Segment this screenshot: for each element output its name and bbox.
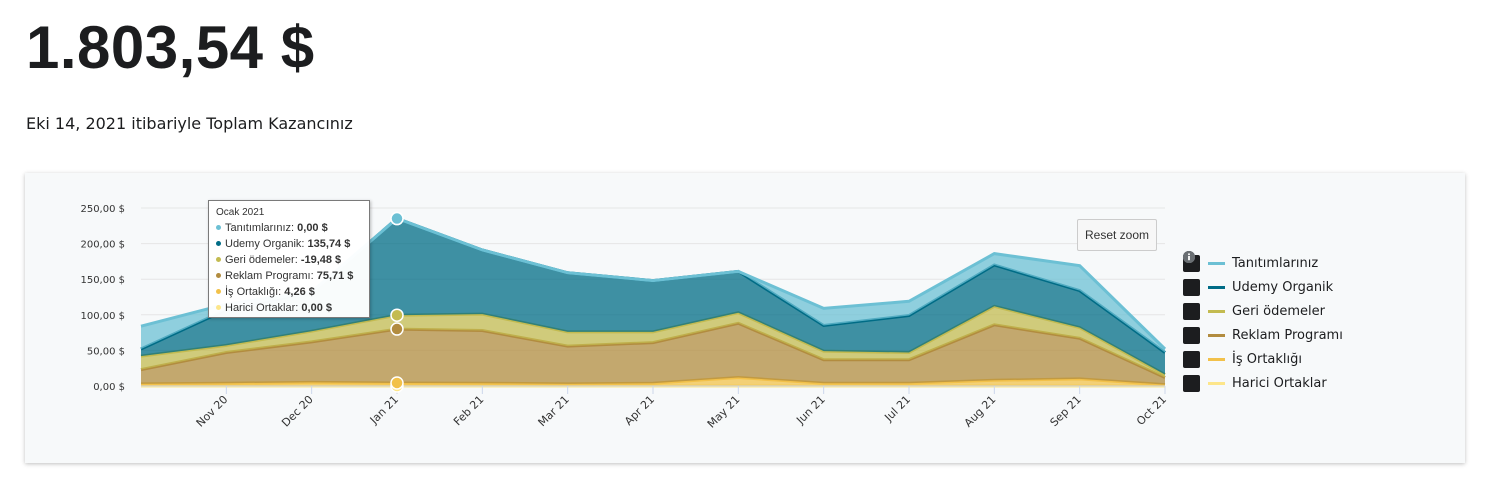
series-dot-icon — [216, 288, 221, 294]
x-tick-label: Jul 21 — [881, 393, 913, 425]
legend-item[interactable]: Reklam Programı — [1183, 251, 1349, 347]
tooltip-title: Ocak 2021 — [216, 207, 265, 218]
hover-marker — [390, 211, 404, 226]
area-udemy-organik[interactable] — [141, 218, 1165, 375]
reset-zoom-button[interactable]: Reset zoom — [1077, 219, 1157, 251]
x-tick-label: Jan 21 — [367, 393, 401, 427]
tooltip-row: Udemy Organik: 135,74 $ — [216, 236, 369, 252]
series-dot-icon — [216, 256, 221, 262]
legend-label: Harici Ortaklar — [1232, 375, 1327, 391]
x-tick-label: Dec 20 — [279, 393, 316, 430]
legend-item[interactable]: Tanıtımlarınız — [1183, 251, 1349, 275]
x-tick-label: May 21 — [705, 393, 743, 431]
tooltip-row: Tanıtımlarınız: 0,00 $ — [216, 220, 369, 236]
series-dot-icon — [216, 240, 221, 246]
series-dot-icon — [216, 304, 221, 310]
checkbox-checked-icon[interactable] — [1183, 252, 1200, 368]
chart-card: 0,00 $ 50,00 $ 100,00 $ 150,00 $ 200,00 $ 250… — [25, 173, 1465, 463]
legend-swatch — [1208, 333, 1225, 337]
legend-item[interactable]: Harici Ortaklar — [1183, 251, 1349, 395]
series-dot-icon — [216, 224, 221, 230]
x-tick-label: Nov 20 — [194, 393, 231, 430]
tooltip-row: İş Ortaklığı: 4,26 $ — [216, 284, 369, 300]
x-tick-label: Apr 21 — [622, 393, 657, 428]
x-tick-label: Sep 21 — [1048, 393, 1084, 429]
tooltip-row: Reklam Programı: 75,71 $ — [216, 268, 369, 284]
legend-swatch — [1208, 261, 1225, 265]
y-tick-label: 50,00 $ — [87, 346, 125, 357]
x-tick-label: Jun 21 — [793, 393, 827, 427]
chart-legend: Tanıtımlarınız Udemy Organik Geri ödemeler… — [1183, 251, 1349, 395]
y-tick-label: 0,00 $ — [93, 382, 125, 393]
y-tick-label: 100,00 $ — [80, 311, 125, 322]
total-earnings: 1.803,54 $ — [26, 14, 315, 81]
x-tick-label: Mar 21 — [536, 393, 572, 429]
legend-item[interactable]: Geri ödemeler — [1183, 251, 1349, 323]
earnings-subtitle: Eki 14, 2021 itibariyle Toplam Kazancını… — [26, 114, 353, 133]
checkbox-checked-icon[interactable] — [1183, 252, 1200, 344]
legend-item[interactable]: İş Ortaklığı — [1183, 251, 1349, 371]
hover-marker — [390, 376, 404, 390]
x-tick-label: Oct 21 — [1134, 393, 1169, 428]
checkbox-checked-icon[interactable] — [1183, 252, 1200, 392]
legend-label: Udemy Organik — [1232, 279, 1334, 295]
y-tick-label: 200,00 $ — [80, 240, 125, 251]
tooltip-row: Geri ödemeler: -19,48 $ — [216, 252, 369, 268]
y-tick-label: 250,00 $ — [80, 204, 125, 215]
checkbox-checked-icon[interactable] — [1183, 252, 1200, 320]
legend-swatch — [1208, 285, 1225, 289]
legend-label: İş Ortaklığı — [1232, 351, 1302, 367]
area-reklam-program-[interactable] — [141, 323, 1165, 385]
hover-marker — [390, 322, 404, 336]
chart-tooltip: Ocak 2021 Tanıtımlarınız: 0,00 $ Udemy Or… — [208, 200, 370, 318]
y-tick-label: 150,00 $ — [80, 275, 125, 286]
legend-swatch — [1208, 357, 1225, 361]
x-tick-label: Feb 21 — [451, 393, 486, 428]
legend-swatch — [1208, 309, 1225, 313]
hover-marker — [390, 308, 404, 322]
legend-label: Tanıtımlarınız — [1232, 255, 1319, 271]
info-icon[interactable] — [1183, 251, 1195, 263]
legend-item[interactable]: Udemy Organik — [1183, 251, 1349, 299]
series-dot-icon — [216, 272, 221, 278]
legend-label: Reklam Programı — [1232, 327, 1343, 343]
area-chart[interactable]: 0,00 $ 50,00 $ 100,00 $ 150,00 $ 200,00 $ 250… — [25, 173, 1465, 463]
tooltip-row: Harici Ortaklar: 0,00 $ — [216, 300, 369, 316]
legend-label: Geri ödemeler — [1232, 303, 1325, 319]
x-tick-label: Aug 21 — [962, 393, 999, 430]
checkbox-checked-icon[interactable] — [1183, 252, 1200, 296]
legend-swatch — [1208, 381, 1225, 385]
